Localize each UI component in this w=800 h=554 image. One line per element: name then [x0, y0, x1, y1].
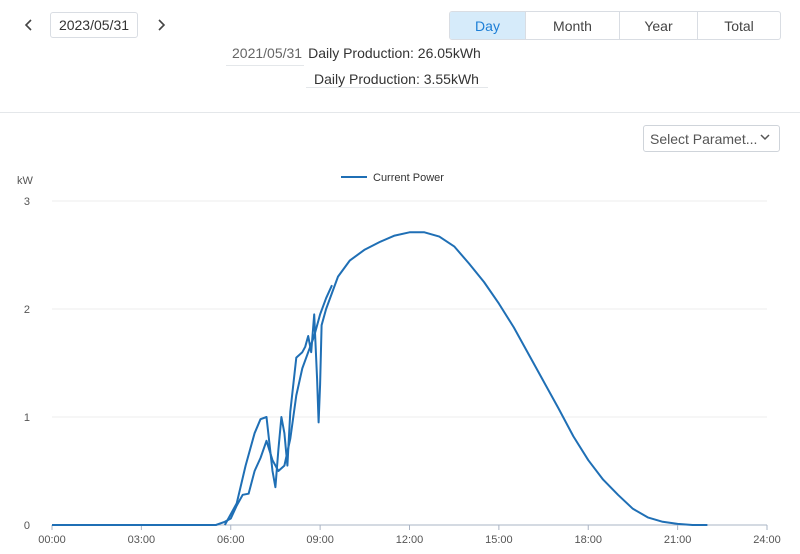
x-tick-label: 03:00: [128, 534, 156, 546]
underline: [226, 65, 304, 66]
y-unit-label: kW: [17, 175, 34, 187]
y-tick-label: 0: [24, 520, 30, 532]
production-row-1: 2021/05/31 Daily Production: 26.05kWh: [232, 45, 481, 61]
tab-month[interactable]: Month: [526, 12, 620, 39]
production-value: Daily Production: 26.05kWh: [308, 45, 481, 61]
chevron-right-icon: [158, 19, 166, 31]
y-tick-label: 2: [24, 304, 30, 316]
prev-day-button[interactable]: [18, 12, 40, 38]
next-day-button[interactable]: [150, 12, 172, 38]
select-parameter-dropdown[interactable]: Select Paramet...: [643, 125, 780, 152]
tab-total[interactable]: Total: [724, 17, 754, 34]
chevron-left-icon: [24, 19, 32, 31]
x-tick-label: 06:00: [217, 534, 245, 546]
series-line-2: [223, 231, 708, 526]
y-tick-label: 1: [24, 412, 30, 424]
x-tick-label: 24:00: [753, 534, 781, 546]
x-tick-label: 12:00: [396, 534, 424, 546]
tab-year[interactable]: Year: [620, 12, 698, 39]
legend-label: Current Power: [373, 172, 444, 184]
x-tick-label: 09:00: [306, 534, 334, 546]
toolbar: 2023/05/31 Day Month Year Total: [0, 0, 800, 50]
section-divider: [0, 112, 800, 113]
underline: [306, 87, 488, 88]
series-line-1: [52, 284, 333, 526]
production-value: Daily Production: 3.55kWh: [314, 71, 479, 87]
x-tick-label: 18:00: [574, 534, 602, 546]
y-tick-label: 3: [24, 196, 30, 208]
tab-day[interactable]: Day: [450, 12, 526, 39]
date-picker[interactable]: 2023/05/31: [50, 12, 138, 38]
production-date: 2021/05/31: [232, 45, 303, 61]
select-parameter-label: Select Paramet...: [650, 130, 758, 147]
production-row-2: Daily Production: 3.55kWh: [314, 71, 479, 87]
x-tick-label: 15:00: [485, 534, 513, 546]
x-tick-label: 21:00: [664, 534, 692, 546]
chevron-down-icon: [760, 134, 770, 141]
period-tabs: Day Month Year Total: [449, 11, 781, 40]
x-tick-label: 00:00: [38, 534, 66, 546]
